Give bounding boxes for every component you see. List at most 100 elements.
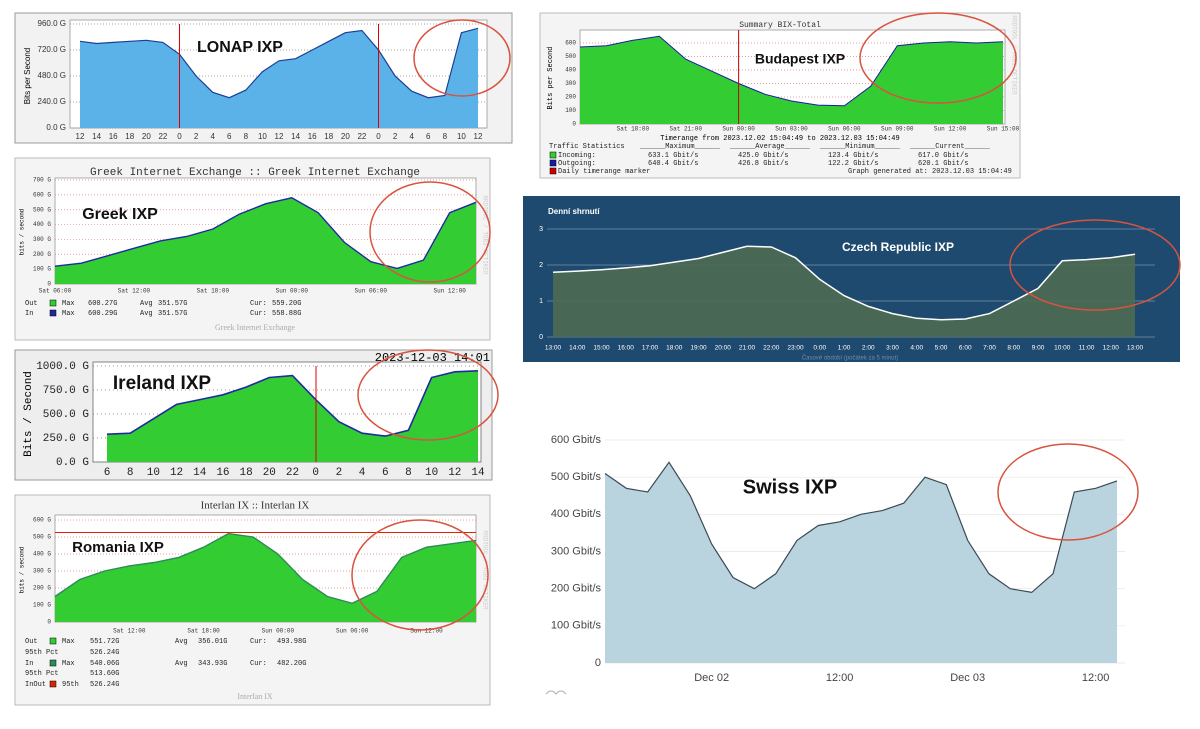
stats-text: 351.57G bbox=[158, 310, 187, 318]
x-tick-label: 6 bbox=[426, 132, 431, 141]
stats-text: Avg bbox=[175, 638, 188, 646]
stats-text: 493.98G bbox=[277, 638, 306, 646]
stats-text: ______Minimum______ bbox=[819, 143, 901, 151]
stats-text: Traffic Statistics bbox=[549, 143, 625, 151]
footer: Greek Internet Exchange bbox=[215, 323, 295, 332]
x-tick-label: 12:00 bbox=[826, 672, 854, 684]
x-tick-label: Sun 09:00 bbox=[881, 126, 914, 133]
x-tick-label: 16 bbox=[216, 467, 229, 479]
x-tick-label: 6:00 bbox=[959, 345, 972, 352]
y-tick-label: 3 bbox=[539, 226, 543, 233]
y-tick-label: 400 Gbit/s bbox=[551, 508, 602, 520]
x-tick-label: 0:00 bbox=[813, 345, 826, 352]
x-tick-label: 0 bbox=[177, 132, 182, 141]
y-tick-label: 200 G bbox=[33, 585, 51, 592]
x-tick-label: Sat 18:00 bbox=[197, 288, 230, 295]
stats-text: 425.0 Gbit/s bbox=[738, 152, 788, 160]
stats-text: 123.4 Gbit/s bbox=[828, 152, 878, 160]
x-tick-label: 3:00 bbox=[886, 345, 899, 352]
overlay: Bits per Second LONAP IXP Greek Internet… bbox=[19, 12, 1181, 701]
x-tick-label: Sat 18:00 bbox=[617, 126, 650, 133]
x-tick-label: 1:00 bbox=[838, 345, 851, 352]
y-tick-label: 600 Gbit/s bbox=[551, 434, 602, 446]
x-tick-label: 2 bbox=[336, 467, 343, 479]
x-tick-label: 13:00 bbox=[1127, 345, 1144, 352]
x-tick-label: 7:00 bbox=[983, 345, 996, 352]
y-tick-label: 300 G bbox=[33, 236, 51, 243]
stats-text: 633.1 Gbit/s bbox=[648, 152, 698, 160]
x-tick-label: Sun 03:00 bbox=[775, 126, 808, 133]
y-tick-label: 0 bbox=[539, 334, 543, 341]
x-tick-label: 20 bbox=[142, 132, 151, 141]
y-tick-label: 1 bbox=[539, 298, 543, 305]
x-tick-label: 8 bbox=[405, 467, 412, 479]
stats-text: 513.60G bbox=[90, 670, 119, 678]
x-tick-label: 12 bbox=[170, 467, 183, 479]
y-tick-label: 300 G bbox=[33, 568, 51, 575]
area-fill bbox=[605, 462, 1117, 663]
x-tick-label: 4 bbox=[210, 132, 215, 141]
x-tick-label: Sat 21:00 bbox=[670, 126, 703, 133]
x-tick-label: 14:00 bbox=[569, 345, 586, 352]
x-tick-label: Sun 06:00 bbox=[828, 126, 861, 133]
x-tick-label: 18:00 bbox=[666, 345, 683, 352]
stats-text: Out bbox=[25, 638, 38, 646]
stats-text: Max bbox=[62, 310, 75, 318]
legend-swatch bbox=[549, 159, 557, 167]
x-tick-label: 2 bbox=[393, 132, 398, 141]
y-axis-label: bits / second bbox=[19, 546, 26, 593]
x-tick-label: 10 bbox=[425, 467, 438, 479]
x-tick-label: Dec 03 bbox=[950, 672, 985, 684]
x-tick-label: Sun 15:00 bbox=[987, 126, 1020, 133]
watermark: RRDTOOL / TOBI OETIKER bbox=[1010, 15, 1017, 95]
y-tick-label: 500 bbox=[565, 53, 576, 60]
y-tick-label: 400 bbox=[565, 67, 576, 74]
x-tick-label: 6 bbox=[227, 132, 232, 141]
x-tick-label: Sat 18:00 bbox=[187, 628, 220, 635]
stats-text: Cur: bbox=[250, 638, 267, 646]
stats-text: 617.0 Gbit/s bbox=[918, 152, 968, 160]
x-tick-label: 5:00 bbox=[935, 345, 948, 352]
x-tick-label: 18 bbox=[324, 132, 333, 141]
x-tick-label: 23:00 bbox=[787, 345, 804, 352]
x-tick-label: 0 bbox=[376, 132, 381, 141]
stats-text: 122.2 Gbit/s bbox=[828, 160, 878, 168]
x-tick-label: 12 bbox=[448, 467, 461, 479]
stats-text: 526.24G bbox=[90, 649, 119, 657]
stats-text: 620.1 Gbit/s bbox=[918, 160, 968, 168]
y-tick-label: 400 G bbox=[33, 221, 51, 228]
stats-text: Max bbox=[62, 660, 75, 668]
annotation: Budapest IXP bbox=[755, 51, 845, 67]
area-fill bbox=[580, 36, 1003, 124]
x-tick-label: 6 bbox=[104, 467, 111, 479]
stats-text: 95th bbox=[62, 681, 79, 689]
stats-text: Avg bbox=[175, 660, 188, 668]
y-tick-label: 100 bbox=[565, 107, 576, 114]
x-tick-label: Sat 12:00 bbox=[113, 628, 146, 635]
x-tick-label: 18 bbox=[125, 132, 134, 141]
x-tick-label: 12:00 bbox=[1082, 672, 1110, 684]
x-tick-label: 8 bbox=[127, 467, 134, 479]
x-tick-label: Sat 12:00 bbox=[118, 288, 151, 295]
x-tick-label: 16 bbox=[308, 132, 317, 141]
x-tick-label: 4 bbox=[409, 132, 414, 141]
annotation: Swiss IXP bbox=[743, 476, 838, 498]
y-tick-label: 750.0 G bbox=[43, 385, 89, 397]
stats-text: 343.93G bbox=[198, 660, 227, 668]
y-tick-label: 500 G bbox=[33, 534, 51, 541]
annotation: Greek IXP bbox=[82, 206, 158, 223]
annotation: Czech Republic IXP bbox=[842, 240, 954, 254]
x-tick-label: 8 bbox=[244, 132, 249, 141]
x-tick-label: 11:00 bbox=[1079, 345, 1095, 352]
area-line bbox=[106, 370, 479, 437]
x-tick-label: 13:00 bbox=[545, 345, 562, 352]
y-tick-label: 300 Gbit/s bbox=[551, 545, 602, 557]
y-tick-label: 1000.0 G bbox=[36, 361, 89, 373]
annotation: Ireland IXP bbox=[113, 373, 212, 394]
x-tick-label: 8 bbox=[443, 132, 448, 141]
stats-text: In bbox=[25, 310, 33, 318]
x-tick-label: 16 bbox=[109, 132, 118, 141]
x-tick-label: 2 bbox=[194, 132, 199, 141]
x-tick-label: 10 bbox=[457, 132, 466, 141]
